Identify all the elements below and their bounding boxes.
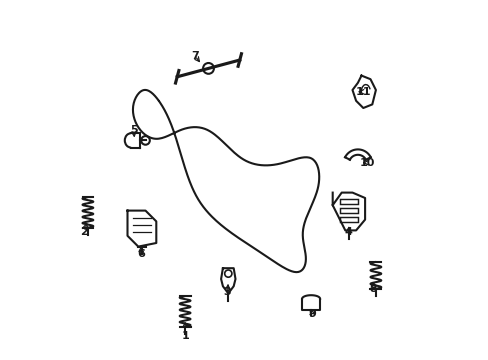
Bar — [339, 217, 357, 222]
Text: 7: 7 — [190, 51, 198, 61]
Bar — [339, 208, 357, 213]
Bar — [339, 199, 357, 204]
Text: 1: 1 — [181, 330, 188, 341]
Text: 6: 6 — [137, 249, 145, 259]
Text: 5: 5 — [129, 125, 137, 135]
Text: 2: 2 — [80, 227, 88, 237]
Text: 11: 11 — [355, 87, 370, 97]
Text: 4: 4 — [344, 227, 352, 237]
Text: 10: 10 — [359, 158, 374, 168]
Text: 8: 8 — [369, 284, 376, 294]
Text: 3: 3 — [224, 287, 231, 297]
Text: 9: 9 — [307, 309, 315, 319]
